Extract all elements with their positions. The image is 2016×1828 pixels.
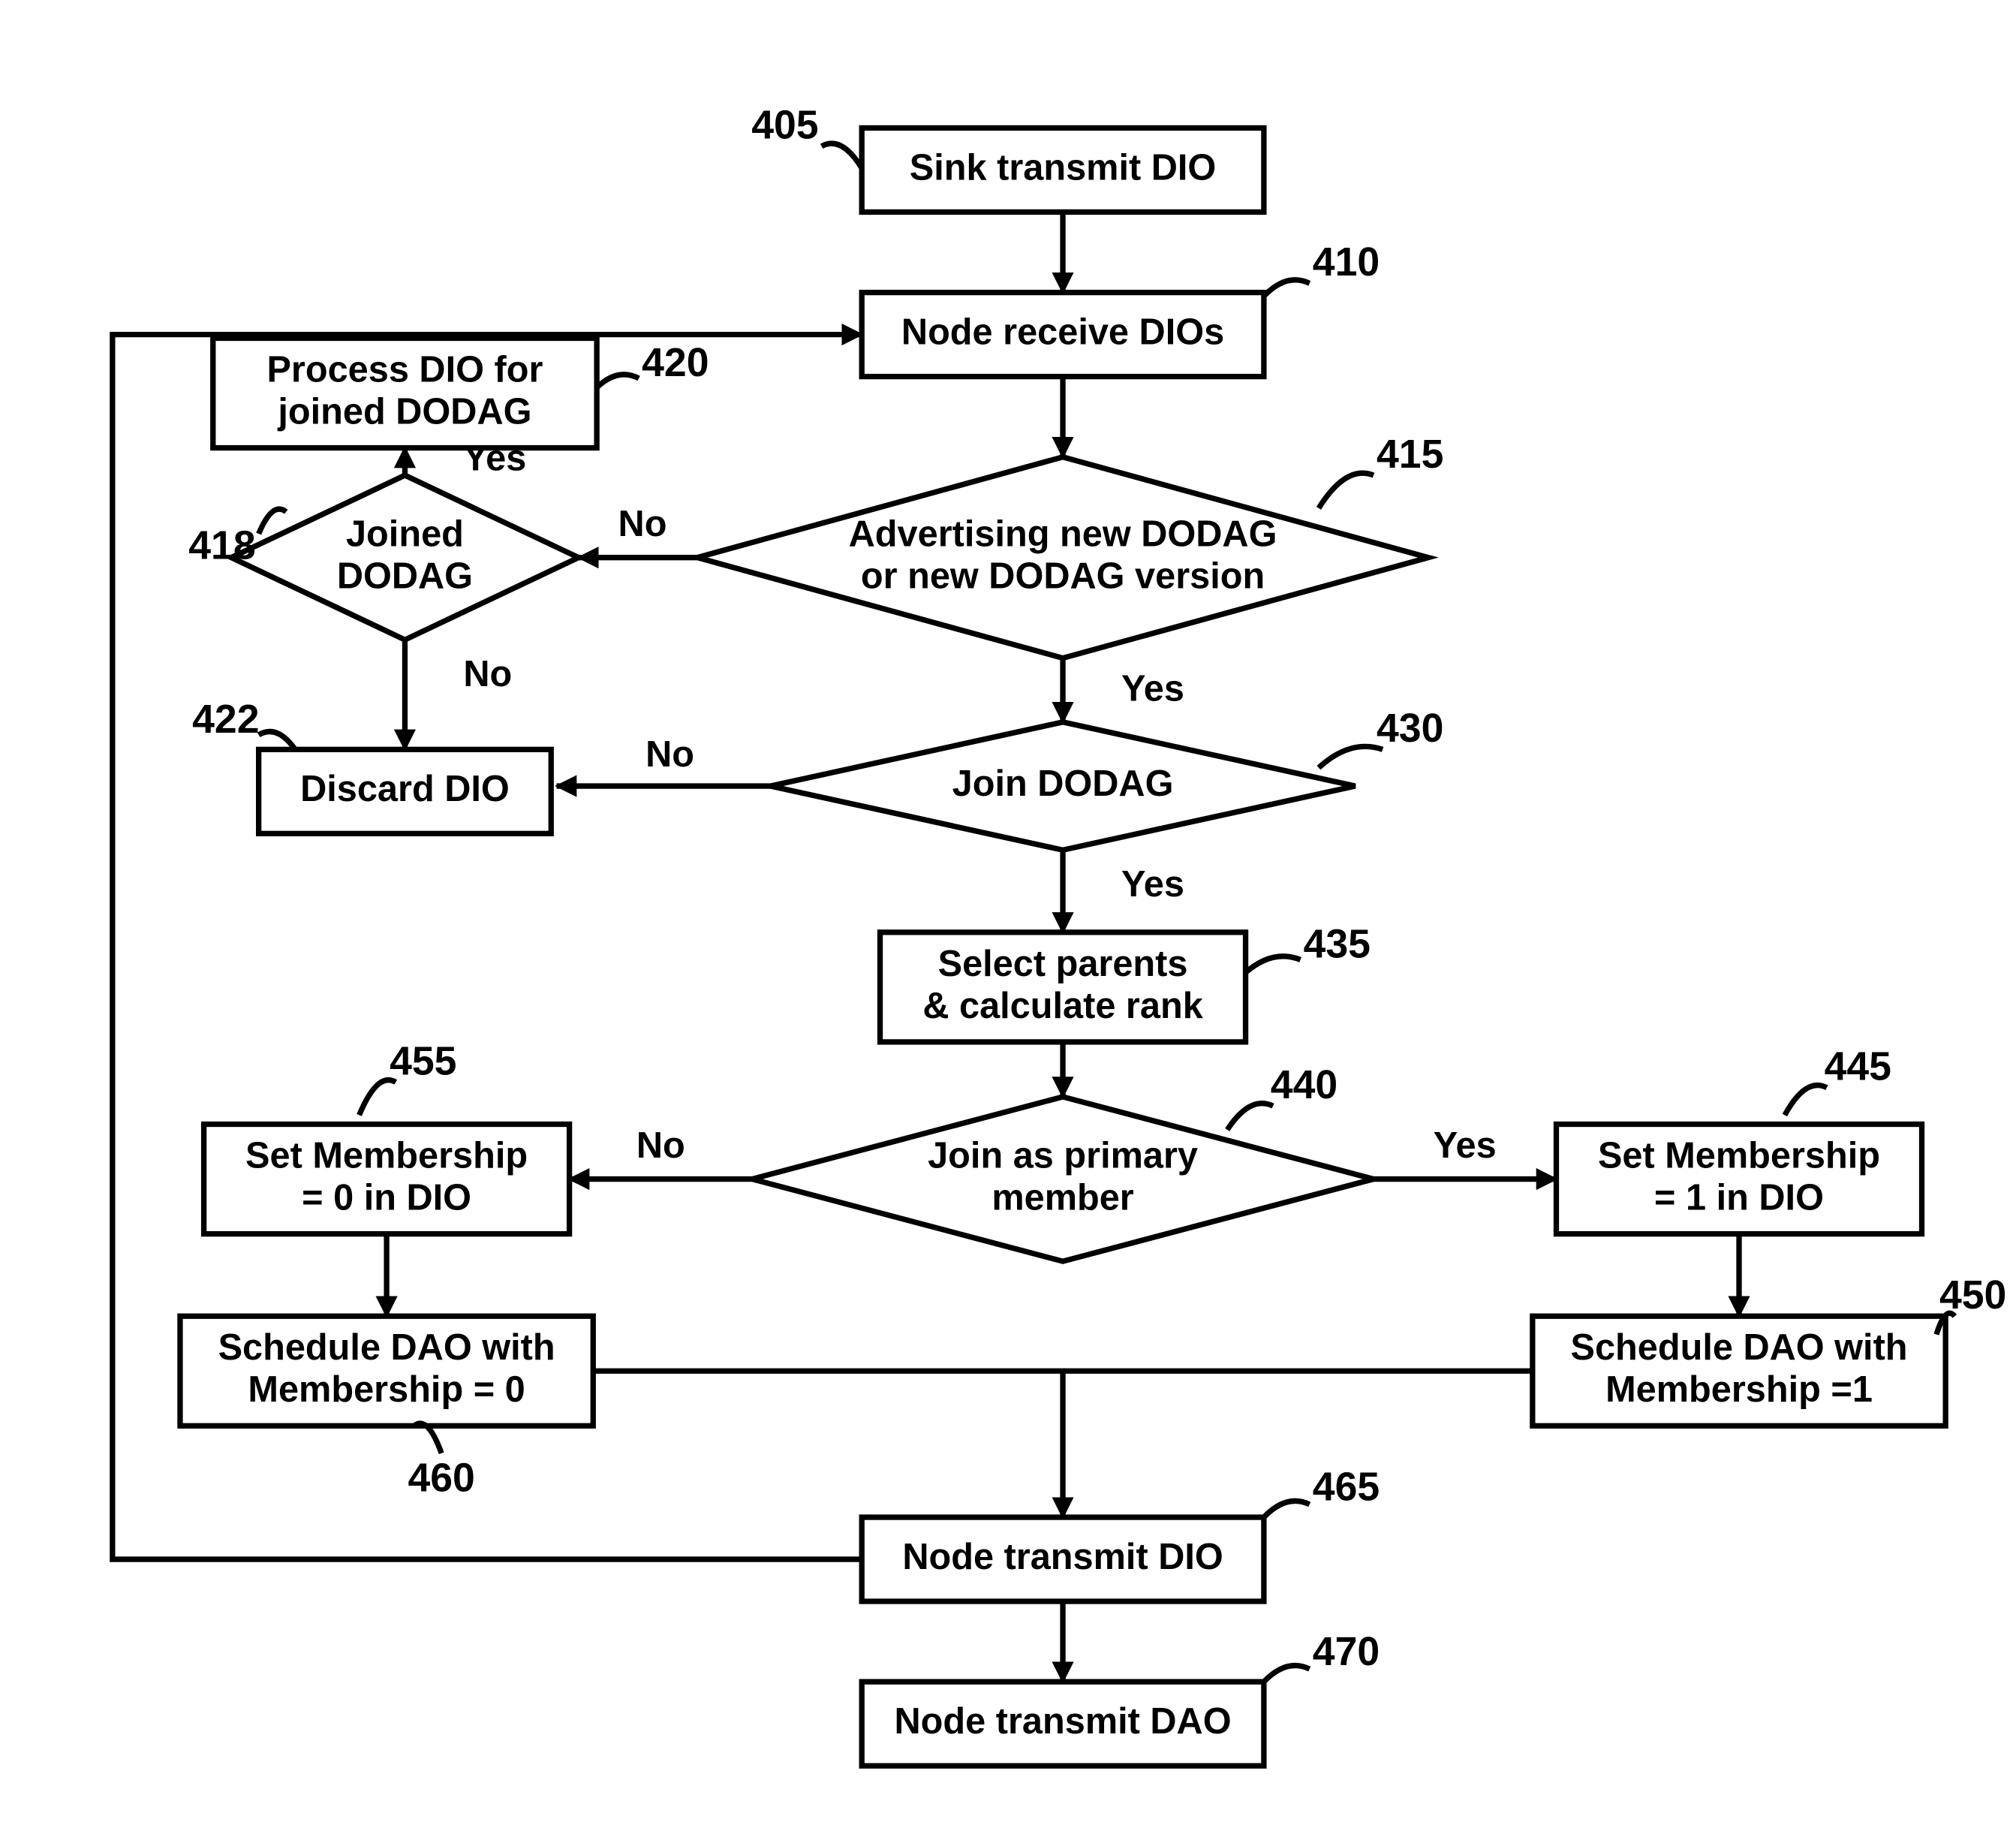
node-label-n460-line1: Membership = 0 <box>248 1369 525 1410</box>
node-label-n420-line0: Process DIO for <box>266 349 543 390</box>
node-n410: Node receive DIOs <box>862 293 1264 377</box>
edge-label-e6: Yes <box>1121 668 1184 709</box>
callout-422: 422 <box>192 697 259 742</box>
callout-440: 440 <box>1271 1063 1337 1107</box>
node-label-n405-line0: Sink transmit DIO <box>910 147 1217 188</box>
flowchart-canvas: NoYesNoYesNoYesYesNoSink transmit DIONod… <box>0 0 2016 1828</box>
node-n435: Select parents& calculate rank <box>880 932 1246 1042</box>
callout-405: 405 <box>751 104 818 148</box>
edge-label-e5: No <box>463 654 512 694</box>
callout-445: 445 <box>1825 1045 1891 1089</box>
node-label-n415-line1: or new DODAG version <box>861 556 1265 597</box>
node-n420: Process DIO forjoined DODAG <box>213 338 597 447</box>
node-label-n440-line0: Join as primary <box>928 1135 1198 1176</box>
node-label-n445-line0: Set Membership <box>1598 1135 1880 1176</box>
node-label-n430-line0: Join DODAG <box>952 763 1174 804</box>
callout-455: 455 <box>390 1039 456 1083</box>
node-label-n420-line1: joined DODAG <box>277 391 531 432</box>
edge-label-e7: No <box>645 734 694 775</box>
node-label-n418-line1: DODAG <box>337 556 473 597</box>
callout-430: 430 <box>1377 706 1443 751</box>
node-n455: Set Membership= 0 in DIO <box>204 1125 570 1234</box>
node-n422: Discard DIO <box>259 749 552 833</box>
node-label-n422-line0: Discard DIO <box>300 769 510 809</box>
node-label-n440-line1: member <box>991 1177 1133 1218</box>
callout-435: 435 <box>1304 922 1371 966</box>
node-label-n455-line0: Set Membership <box>245 1135 528 1176</box>
callout-410: 410 <box>1313 240 1380 285</box>
callout-465: 465 <box>1313 1465 1380 1510</box>
edge-label-e8: Yes <box>1121 864 1184 905</box>
node-label-n450-line1: Membership =1 <box>1605 1369 1873 1410</box>
node-n405: Sink transmit DIO <box>862 128 1264 212</box>
node-label-n418-line0: Joined <box>346 514 464 555</box>
node-n465: Node transmit DIO <box>862 1517 1264 1601</box>
node-n470: Node transmit DAO <box>862 1682 1264 1766</box>
callout-450: 450 <box>1939 1273 2006 1318</box>
node-n445: Set Membership= 1 in DIO <box>1557 1125 1922 1234</box>
node-label-n410-line0: Node receive DIOs <box>901 312 1224 352</box>
node-label-n435-line1: & calculate rank <box>922 986 1203 1026</box>
edge-label-e10: Yes <box>1434 1125 1497 1166</box>
callout-418: 418 <box>188 524 255 568</box>
node-label-n435-line0: Select parents <box>938 944 1188 984</box>
callout-415: 415 <box>1377 432 1443 477</box>
node-label-n460-line0: Schedule DAO with <box>218 1327 555 1368</box>
callout-420: 420 <box>642 341 709 385</box>
node-n450: Schedule DAO withMembership =1 <box>1533 1316 1945 1426</box>
callout-470: 470 <box>1313 1630 1380 1674</box>
node-label-n470-line0: Node transmit DAO <box>895 1701 1232 1742</box>
node-label-n455-line1: = 0 in DIO <box>302 1177 471 1218</box>
node-label-n465-line0: Node transmit DIO <box>902 1537 1223 1577</box>
edge-label-e3: No <box>618 504 667 544</box>
node-label-n450-line0: Schedule DAO with <box>1570 1327 1907 1368</box>
node-label-n415-line0: Advertising new DODAG <box>849 514 1277 555</box>
callout-460: 460 <box>408 1456 474 1501</box>
edge-label-e11: No <box>636 1125 685 1166</box>
node-label-n445-line1: = 1 in DIO <box>1654 1177 1824 1218</box>
node-n460: Schedule DAO withMembership = 0 <box>180 1316 593 1426</box>
